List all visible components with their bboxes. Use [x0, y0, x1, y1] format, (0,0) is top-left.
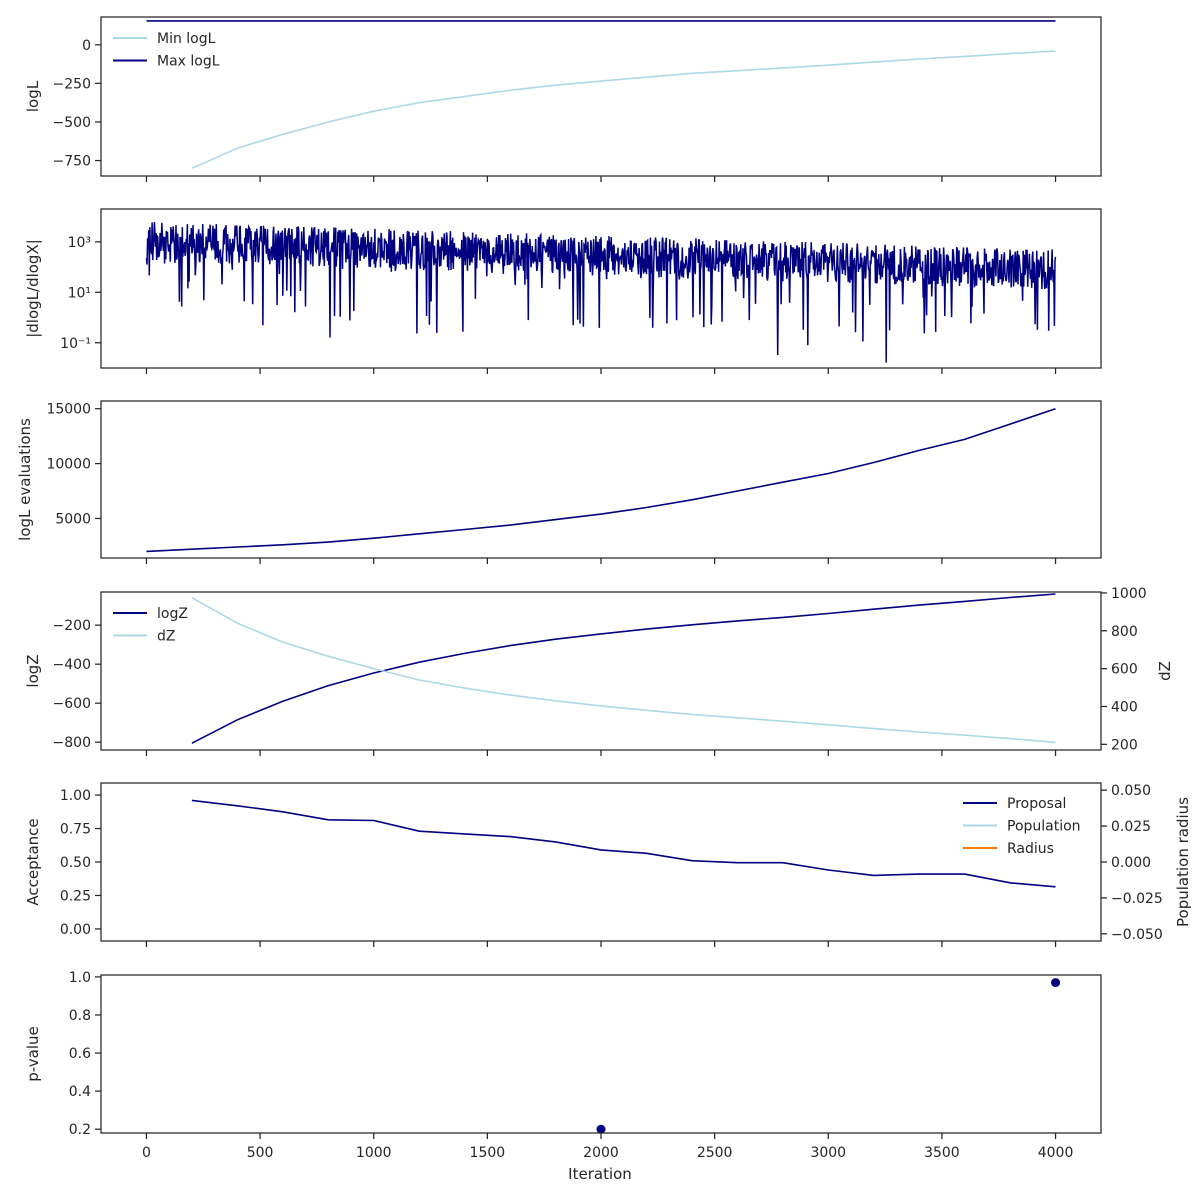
legend: Min logL Max logL: [113, 31, 220, 70]
x-tick-label: 3000: [810, 1145, 846, 1161]
legend-label: Population: [1007, 819, 1081, 835]
y-right-tick-label: −0.050: [1111, 927, 1163, 943]
y-tick-label: 0.00: [60, 922, 91, 938]
y-right-tick-label: 600: [1111, 662, 1138, 678]
dz-line: [191, 597, 1056, 744]
y-tick-label: 1.0: [69, 970, 91, 986]
series-line: [146, 407, 1056, 553]
panel-2: 10⁻¹ 10¹ 10³ |dlogL/dlogX|: [24, 208, 1102, 374]
legend: Proposal Population Radius: [963, 796, 1081, 857]
y-tick-label: −800: [53, 735, 91, 751]
panel-6: 0 500 1000 1500 2000 2500 3000 3500 4000 0.2 0.4 0.…: [24, 970, 1102, 1161]
y-tick-label: 0.25: [60, 888, 91, 904]
y-right-tick-label: 200: [1111, 737, 1138, 753]
panel-data: [145, 221, 1057, 363]
legend-label: Proposal: [1007, 796, 1066, 812]
y-tick-label: 0.50: [60, 855, 91, 871]
x-tick-label: 1000: [356, 1145, 392, 1161]
y-tick-label: 0.75: [60, 822, 91, 838]
legend-label: dZ: [157, 629, 175, 645]
panel-data: [146, 20, 1056, 170]
x-tick-label: 2500: [697, 1145, 733, 1161]
panel-3: 5000 10000 15000 logL evaluations: [16, 400, 1102, 564]
y-tick-label: −750: [53, 154, 91, 170]
x-tick-label: 4000: [1038, 1145, 1074, 1161]
y-right-tick-label: 0.050: [1111, 783, 1151, 799]
y-tick-label: 0: [82, 38, 91, 54]
x-tick-label: 0: [142, 1145, 151, 1161]
x-axis-label: Iteration: [568, 1165, 632, 1183]
y-tick-label: 0.8: [69, 1008, 91, 1024]
y-right-tick-label: 1000: [1111, 586, 1147, 602]
y-right-axis-label: dZ: [1156, 661, 1174, 681]
y-tick-label: −200: [53, 618, 91, 634]
panel-data: [191, 593, 1056, 744]
panels: 0 −250 −500 −750 logL Min logL Max logL 10⁻¹ 10¹…: [16, 16, 1192, 1161]
x-tick-label: 500: [247, 1145, 274, 1161]
legend-label: Max logL: [157, 54, 220, 70]
y-axis-label: logL: [24, 80, 42, 112]
x-tick-label: 1500: [470, 1145, 506, 1161]
y-right-tick-label: 400: [1111, 699, 1138, 715]
y-tick-label: 0.4: [69, 1084, 91, 1100]
y-tick-label: 10⁻¹: [60, 336, 91, 352]
data-point: [596, 1124, 606, 1133]
y-tick-label: 0.6: [69, 1046, 91, 1062]
panel-data: [146, 407, 1056, 553]
y-tick-label: 0.2: [69, 1122, 91, 1138]
legend-label: logZ: [157, 606, 188, 622]
y-tick-label: −400: [53, 657, 91, 673]
y-tick-label: −250: [53, 76, 91, 92]
legend-label: Radius: [1007, 841, 1054, 857]
panel-5: 0.00 0.25 0.50 0.75 1.00 Acceptance −0.050 −0.0…: [24, 782, 1192, 947]
panel-1: 0 −250 −500 −750 logL Min logL Max logL: [24, 16, 1102, 182]
min-logl-line: [191, 50, 1056, 170]
y-right-tick-label: 800: [1111, 624, 1138, 640]
y-tick-label: 15000: [46, 402, 91, 418]
proposal-line: [191, 799, 1056, 888]
y-tick-label: −600: [53, 696, 91, 712]
y-tick-label: 10¹: [68, 285, 91, 301]
data-point: [1051, 978, 1061, 988]
panel-data: [191, 799, 1056, 888]
legend-label: Min logL: [157, 31, 216, 47]
y-right-tick-label: 0.025: [1111, 819, 1151, 835]
panel-data: [596, 978, 1061, 1133]
y-tick-label: 10³: [68, 235, 91, 251]
x-tick-label: 2000: [583, 1145, 619, 1161]
y-right-tick-label: −0.025: [1111, 891, 1163, 907]
legend: logZ dZ: [113, 606, 188, 645]
y-tick-label: 1.00: [60, 788, 91, 804]
y-tick-label: 5000: [55, 511, 91, 527]
logz-line: [191, 593, 1056, 744]
derivative-line: [145, 221, 1057, 363]
y-tick-label: −500: [53, 115, 91, 131]
panel-4: −200−400−600−800logZ2004006008001000dZlo…: [24, 586, 1174, 756]
y-tick-label: 10000: [46, 457, 91, 473]
y-axis-label: logL evaluations: [16, 418, 34, 541]
y-right-tick-label: 0.000: [1111, 855, 1151, 871]
y-axis-label: p-value: [24, 1026, 42, 1082]
y-axis-label: |dlogL/dlogX|: [24, 239, 42, 338]
y-right-axis-label: Population radius: [1174, 797, 1192, 927]
y-axis-label: logZ: [24, 654, 42, 687]
x-tick-label: 3500: [924, 1145, 960, 1161]
y-axis-label: Acceptance: [24, 818, 42, 905]
